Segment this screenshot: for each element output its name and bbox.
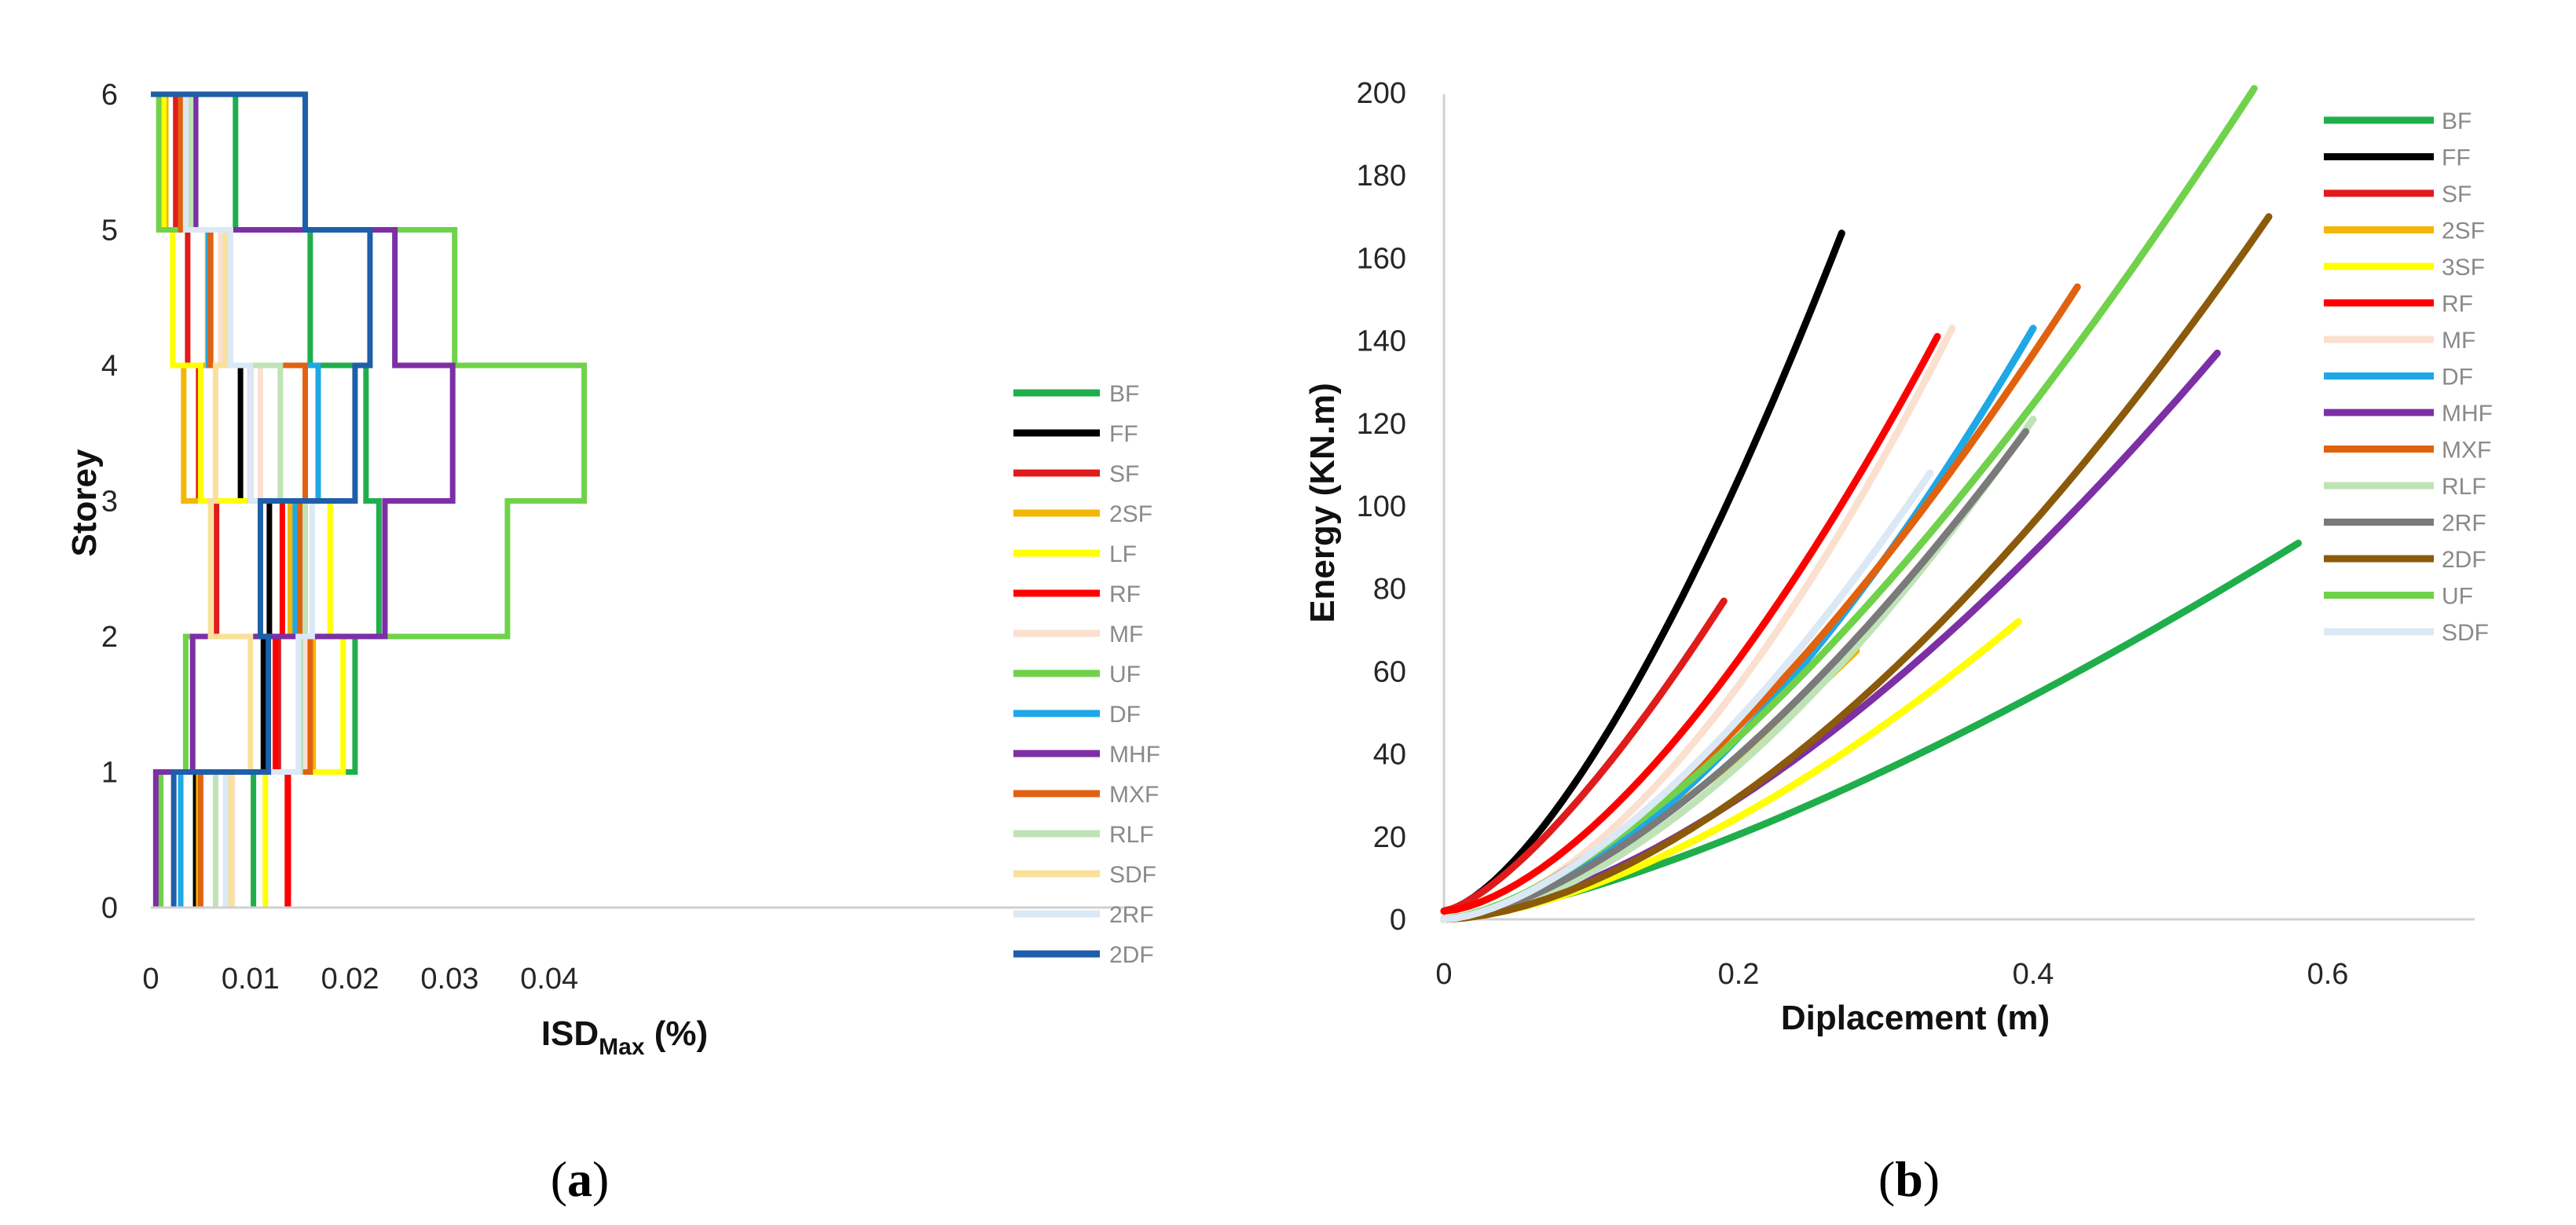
chart-a-legend-label: UF (1109, 662, 1141, 688)
panel-label-a: (a) (551, 1151, 610, 1207)
chart-b-y-tick-label: 20 (1373, 821, 1406, 854)
chart-a-y-ticks: 0 1 2 3 4 5 6 (101, 79, 118, 925)
chart-b-series-line-2df (1440, 213, 2273, 923)
chart-a-y-tick-label: 2 (101, 621, 118, 654)
chart-b-legend-label: MXF (2442, 438, 2491, 464)
chart-a-x-ticks: 0 0.01 0.02 0.03 0.04 (142, 963, 578, 996)
chart-a-x-tick-label: 0.02 (321, 963, 379, 996)
chart-b-legend-label: SDF (2442, 620, 2489, 646)
chart-a-legend-label: MXF (1109, 782, 1159, 808)
chart-b-x-tick-label: 0.4 (2013, 958, 2054, 991)
chart-b-series-line-df (1440, 325, 2037, 923)
chart-b-x-tick-label: 0.2 (1718, 958, 1760, 991)
chart-b-y-tick-label: 100 (1357, 490, 1406, 523)
chart-b-curves (1440, 85, 2302, 923)
chart-b-y-tick-label: 180 (1357, 160, 1406, 193)
chart-b-y-tick-label: 40 (1373, 739, 1406, 772)
chart-a-legend-label: RF (1109, 581, 1141, 607)
chart-a-legend-label: SF (1109, 461, 1139, 487)
chart-a-series-line-2df (151, 91, 373, 908)
chart-a-x-tick-label: 0.01 (222, 963, 280, 996)
chart-a-y-tick-label: 4 (101, 350, 118, 383)
chart-b-series-line-rf (1440, 332, 1941, 915)
chart-b-y-ticks: 0 20 40 60 80 100 120 140 160 180 200 (1357, 77, 1406, 937)
chart-b-legend-label: FF (2442, 145, 2471, 171)
chart-b-legend-label: 2DF (2442, 547, 2486, 573)
chart-b-legend: BF FF SF 2SF 3SF RF MF DF MHF MXF RLF 2RF 2DF UF SDF (2324, 108, 2493, 646)
panel-label-b-letter: b (1895, 1151, 1923, 1207)
chart-b-y-tick-label: 200 (1357, 77, 1406, 110)
chart-b-series-line-sf (1440, 597, 1728, 915)
chart-b-x-tick-label: 0 (1435, 958, 1452, 991)
chart-b-series-line-2rf (1440, 427, 2030, 923)
chart-a-curves (151, 91, 588, 908)
panel-label-b: (b) (1878, 1151, 1940, 1207)
chart-a-legend-label: 2DF (1109, 942, 1154, 968)
chart-b-series-line-ff (1440, 229, 1845, 915)
chart-a-legend-label: MF (1109, 622, 1143, 647)
chart-a-x-tick-label: 0.04 (520, 963, 578, 996)
chart-b-legend-label: BF (2442, 108, 2472, 134)
chart-a-legend-label: RLF (1109, 822, 1154, 848)
chart-a-legend-label: FF (1109, 421, 1138, 447)
chart-a-legend-label: 2RF (1109, 902, 1154, 928)
chart-b-y-label: Energy (KN.m) (1303, 383, 1342, 623)
chart-a-y-tick-label: 6 (101, 79, 118, 112)
chart-b-y-tick-label: 120 (1357, 408, 1406, 441)
panel-label-a-letter: a (567, 1151, 592, 1207)
chart-a-series-line-2rf (151, 91, 315, 908)
chart-b-legend-label: DF (2442, 365, 2473, 391)
chart-b-legend-label: 3SF (2442, 255, 2485, 281)
chart-b-y-tick-label: 140 (1357, 325, 1406, 358)
chart-a-x-label-unit: (%) (645, 1014, 709, 1053)
chart-b-legend-label: MHF (2442, 401, 2493, 427)
chart-b-y-tick-label: 60 (1373, 655, 1406, 688)
chart-b-legend-label: MF (2442, 328, 2475, 354)
chart-b-legend-label: SF (2442, 182, 2472, 207)
chart-a-x-label-sub: Max (599, 1034, 645, 1060)
chart-a-legend-label: SDF (1109, 862, 1156, 888)
chart-b-y-tick-label: 80 (1373, 573, 1406, 606)
chart-a-legend-label: LF (1109, 541, 1137, 567)
chart-a-legend-label: BF (1109, 381, 1139, 407)
chart-b-y-tick-label: 0 (1390, 904, 1406, 937)
chart-a-y-tick-label: 5 (101, 215, 118, 248)
chart-a-legend-label: 2SF (1109, 501, 1152, 527)
chart-a: 0 0.01 0.02 0.03 0.04 0 1 2 3 4 5 6 Storey ISDMax … (65, 79, 1160, 1207)
chart-b-y-tick-label: 160 (1357, 242, 1406, 275)
chart-a-y-tick-label: 3 (101, 486, 118, 519)
chart-a-y-tick-label: 0 (101, 892, 118, 925)
chart-a-x-tick-label: 0.03 (420, 963, 478, 996)
chart-b-legend-label: UF (2442, 584, 2473, 610)
chart-b-legend-label: 2RF (2442, 511, 2486, 537)
chart-a-x-tick-label: 0 (142, 963, 159, 996)
chart-b-x-ticks: 0 0.2 0.4 0.6 (1435, 958, 2348, 991)
chart-b-legend-label: 2SF (2442, 218, 2485, 244)
chart-a-x-label: ISDMax (%) (541, 1014, 708, 1060)
chart-b: 0 0.2 0.4 0.6 0 20 40 60 80 100 120 140 160 180 200 E… (1303, 77, 2493, 1207)
chart-a-x-label-main: ISD (541, 1014, 599, 1053)
chart-b-x-label: Diplacement (m) (1781, 999, 2050, 1037)
chart-b-legend-label: RLF (2442, 474, 2486, 500)
chart-a-y-label: Storey (65, 449, 104, 556)
chart-a-legend: BF FF SF 2SF LF RF MF UF DF MHF MXF RLF SDF 2RF 2DF (1013, 381, 1160, 968)
chart-b-legend-label: RF (2442, 292, 2473, 317)
chart-b-x-tick-label: 0.6 (2307, 958, 2349, 991)
chart-a-y-tick-label: 1 (101, 757, 118, 790)
chart-b-series-line-sdf (1440, 469, 1934, 923)
chart-a-legend-label: DF (1109, 702, 1141, 728)
chart-a-legend-label: MHF (1109, 742, 1160, 768)
